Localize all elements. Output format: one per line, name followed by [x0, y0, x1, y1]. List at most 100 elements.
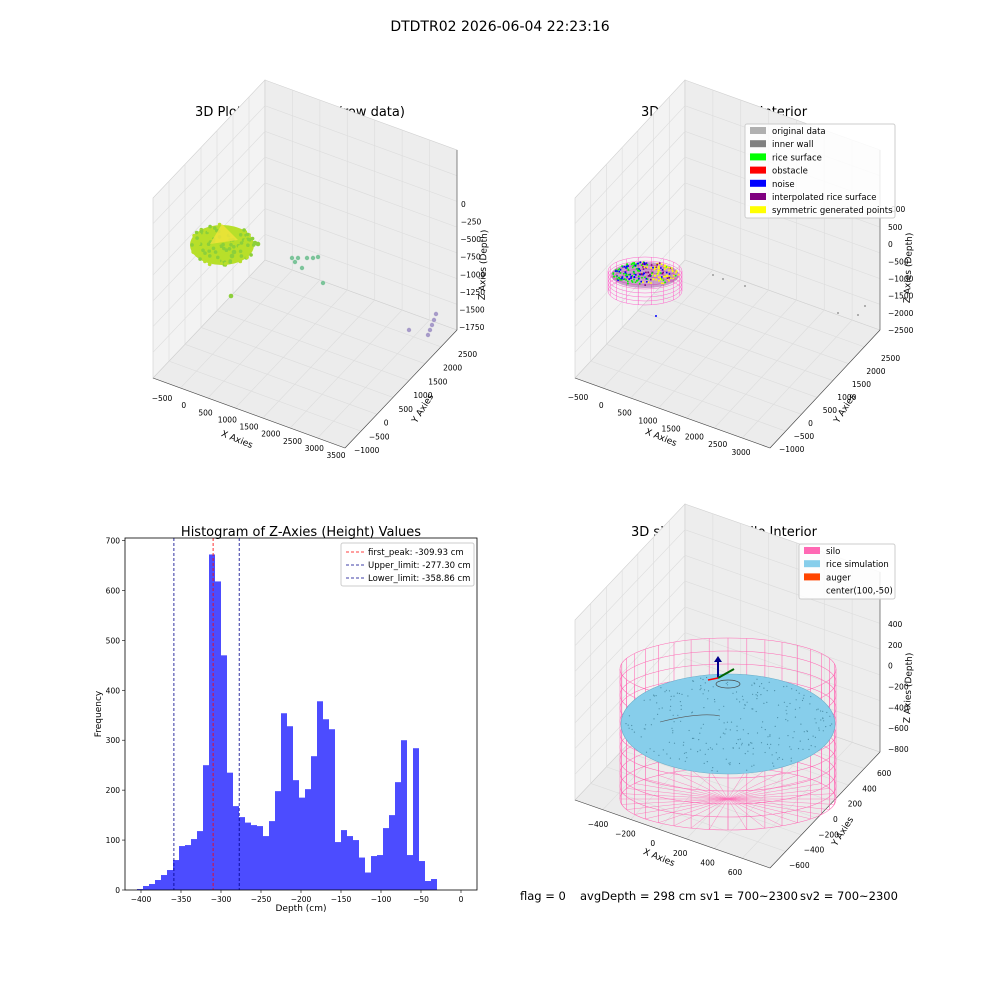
panel4-x-tick-label: 0 [650, 839, 655, 848]
silo-floor-spoke [727, 772, 783, 800]
histogram-bar [353, 840, 359, 890]
raw-data-point [238, 249, 243, 254]
rice-simulation-point [822, 717, 824, 719]
classified-point [633, 276, 636, 278]
rice-simulation-point [678, 692, 681, 695]
panel1-axes-box [152, 79, 458, 449]
rice-simulation-point [757, 691, 759, 694]
silo-floor-spoke [621, 793, 729, 800]
panel1-grid-line [168, 360, 362, 432]
center-z-arrowhead [714, 656, 722, 662]
histogram-ylabel: Frequency [94, 690, 104, 737]
panel2-x-tick-label: 1000 [638, 417, 657, 426]
panel2-z-tick-label: −2000 [888, 309, 914, 318]
rice-simulation-point [653, 694, 655, 696]
classified-point [644, 284, 646, 286]
rice-simulation-point [703, 707, 705, 709]
center-x-arrow [707, 677, 719, 681]
rice-simulation-point [698, 739, 700, 741]
rice-simulation-point [787, 735, 789, 737]
classified-point [635, 263, 637, 266]
panel1-x-tick-label: 1500 [239, 423, 258, 432]
rice-simulation-point [795, 689, 798, 692]
histogram-legend-frame [340, 542, 475, 587]
rice-simulation-point [673, 695, 675, 697]
raw-data-point [228, 293, 234, 299]
histogram-bar [173, 860, 179, 890]
rice-simulation-point [795, 699, 797, 701]
raw-data-point [220, 253, 224, 257]
panel1-grid-line [152, 105, 458, 224]
classified-point [857, 314, 859, 316]
raw-data-point [245, 255, 249, 259]
panel2-z-ticks: 500 0 −500 −1000 −1500 −2000 −2500 000 [888, 205, 914, 335]
classified-point [664, 275, 666, 278]
panel4-x-axis-line [574, 799, 771, 869]
classified-point [677, 273, 680, 276]
rice-simulation-point [699, 732, 701, 734]
panel2-grid-line [622, 327, 818, 398]
classified-point [629, 273, 631, 276]
rice-simulation-point [791, 688, 793, 690]
panel4-x-ticks: −400 −200 0 200 400 600 [588, 820, 743, 877]
panel2-grid-line [637, 310, 833, 381]
silo-floor-spoke [658, 798, 729, 823]
panel2-y-ticks: −1000 −500 0 500 1000 1500 2000 2500 [779, 354, 900, 454]
raw-data-point [211, 246, 216, 251]
panel1-grid-line [152, 156, 458, 276]
raw-data-point [208, 236, 212, 241]
rice-simulation-point [627, 724, 629, 726]
classified-point [633, 272, 636, 275]
rice-simulation-point [719, 736, 722, 738]
classified-point [638, 270, 641, 272]
panel2-y-tick-label: −1000 [779, 445, 805, 454]
panel1-z-ticks: 0 −250 −500 −750 −1000 −1250 −1500 −1750 [459, 200, 485, 332]
classified-point [617, 279, 619, 281]
rice-simulation-point [643, 728, 645, 730]
rice-simulation-point [756, 698, 758, 700]
classified-point [639, 269, 641, 272]
rice-simulation-point [820, 710, 822, 712]
rice-simulation-point [707, 748, 709, 750]
panel4-x-tick-label: 400 [700, 858, 715, 867]
rice-simulation-point [709, 747, 712, 749]
classified-point [625, 274, 627, 277]
classified-point [642, 263, 644, 265]
rice-simulation-point [820, 719, 822, 721]
rice-simulation-point [683, 741, 685, 743]
rice-simulation-point [736, 698, 738, 700]
raw-data-point [195, 253, 200, 258]
rice-simulation-point [793, 731, 795, 733]
panel2-grid-line [574, 233, 881, 353]
rice-simulation-point [746, 769, 748, 771]
rice-simulation-point [751, 708, 753, 710]
silo-floor-spoke [727, 783, 822, 800]
histogram-bar [179, 846, 185, 890]
classified-point [672, 274, 675, 277]
rice-simulation-point [767, 736, 769, 738]
classified-point [722, 278, 724, 280]
panel-raw-data: 3D Plot of Silo Interior(row data) −5000… [152, 79, 490, 460]
classified-point [643, 263, 646, 265]
raw-data-point [208, 224, 212, 229]
panel1-y-tick-label: −1000 [354, 446, 380, 455]
classified-point [624, 278, 626, 280]
rice-simulation-point [771, 754, 773, 756]
rice-simulation-point [699, 689, 701, 691]
classified-point [666, 278, 669, 280]
classified-point [662, 271, 664, 274]
histogram-legend: first_peak: -309.93 cm Upper_limit: -277.… [340, 542, 475, 587]
classified-point [654, 265, 656, 268]
rice-simulation-point [700, 685, 702, 687]
classified-point [864, 305, 866, 307]
panel4-legend-swatch [804, 560, 820, 568]
rice-simulation-point [777, 704, 780, 706]
panel4-z-tick-label: −600 [888, 724, 909, 733]
classified-point [638, 277, 640, 280]
panel2-x-tick-label: −500 [568, 393, 589, 402]
panel4-y-axis-line [769, 751, 881, 869]
classified-point [668, 279, 670, 282]
classified-point [672, 277, 675, 280]
classified-point [650, 274, 652, 277]
rice-simulation-point [669, 709, 671, 711]
